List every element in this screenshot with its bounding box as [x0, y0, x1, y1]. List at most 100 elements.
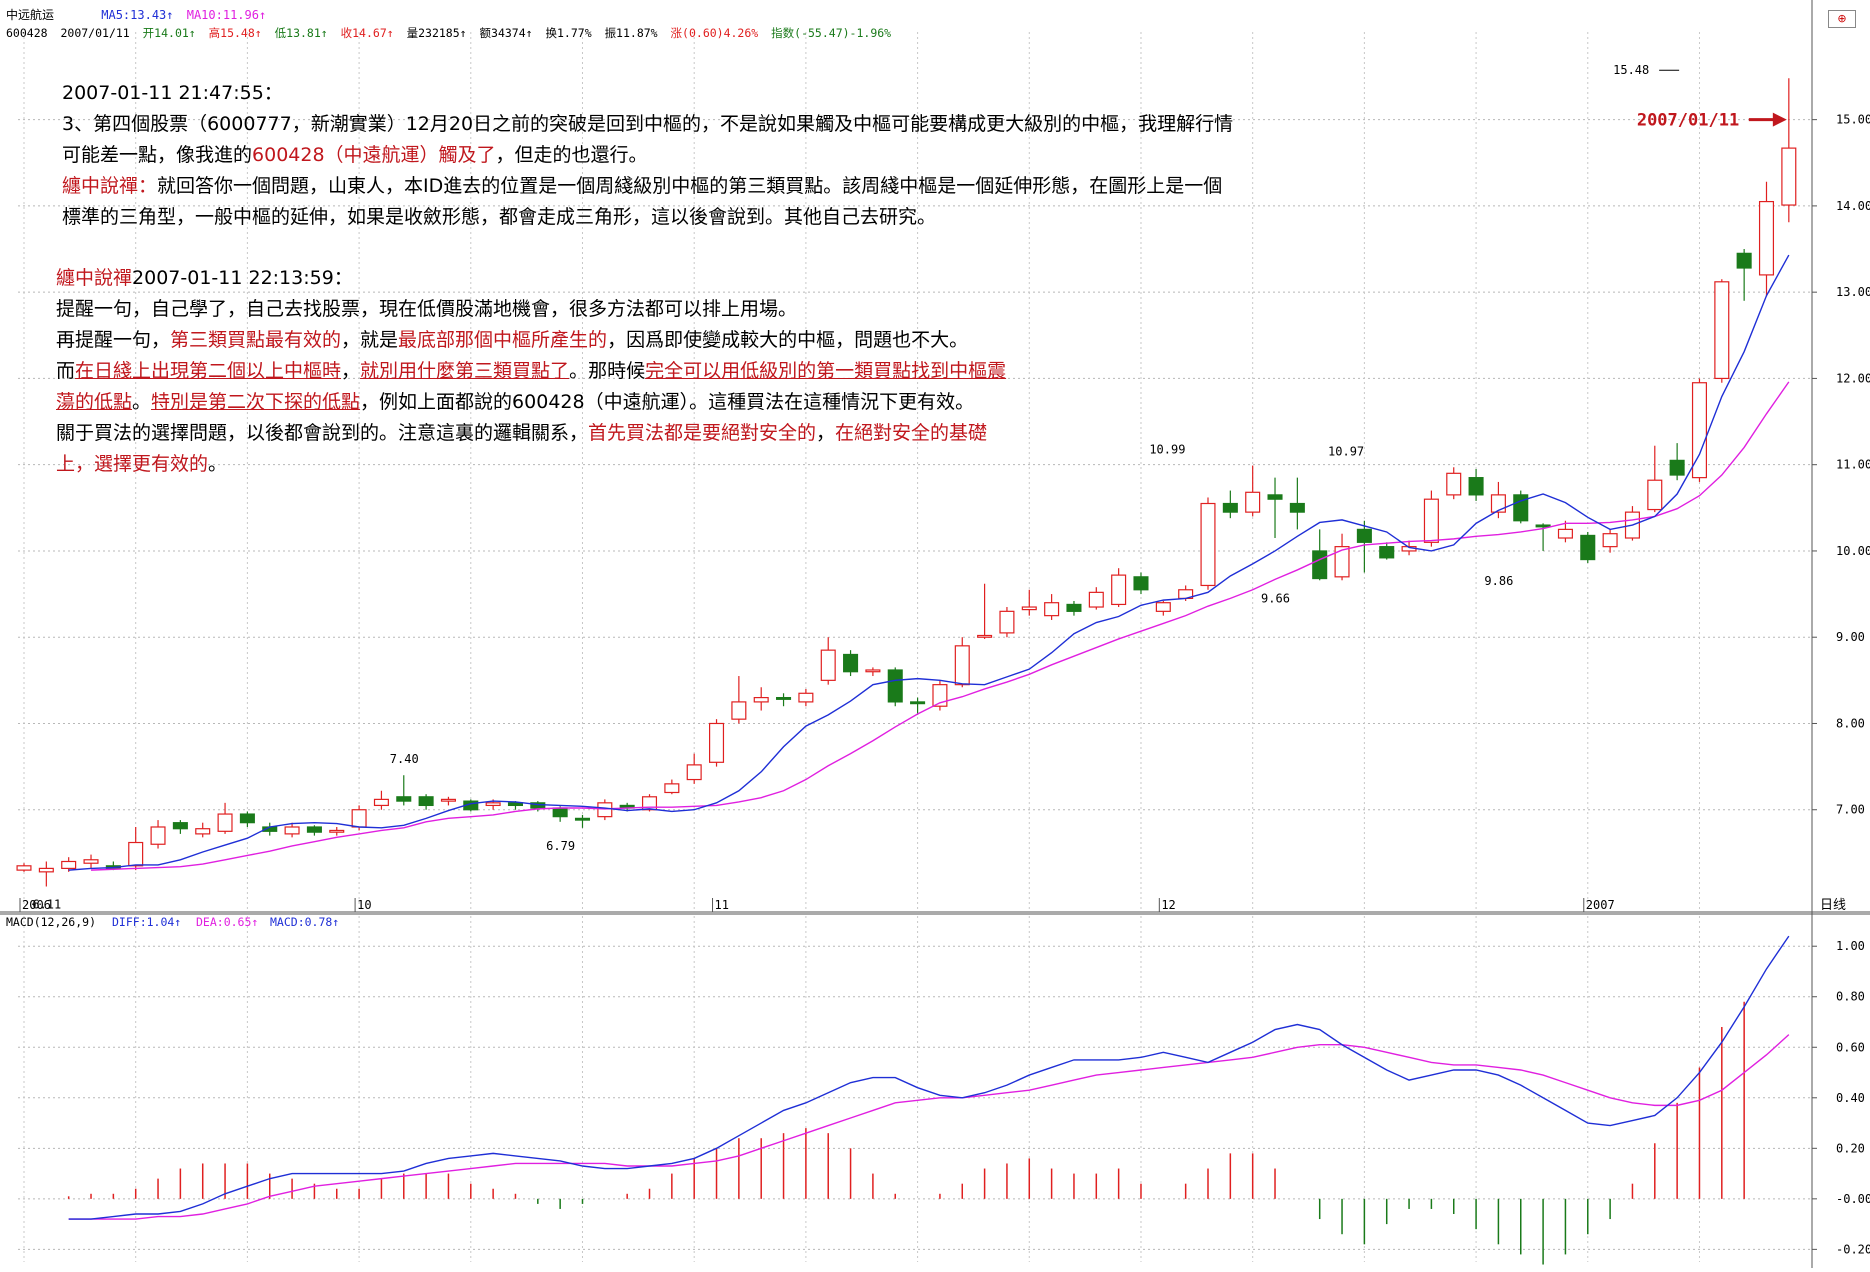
value-label: 9.86 — [1484, 574, 1513, 588]
candle — [1423, 490, 1439, 547]
stock-name[interactable]: 中远航运 — [6, 8, 55, 22]
month-label: 10 — [357, 898, 371, 912]
candle — [239, 811, 255, 827]
candle — [910, 697, 926, 715]
candle-body — [1423, 498, 1439, 543]
candle-body — [1111, 574, 1127, 606]
candle — [128, 826, 144, 871]
candle-body — [239, 813, 255, 824]
candle-body — [306, 826, 322, 833]
candle — [1200, 497, 1216, 590]
annotation-text: 2007-01-11 21:47:55： 3、第四個股票（6000777，新潮實… — [56, 78, 1402, 480]
price-layer — [16, 78, 1797, 887]
candle-body — [329, 829, 345, 833]
date-arrow-head — [1772, 112, 1787, 127]
period-label: 日线 — [1820, 898, 1846, 913]
candle-body — [910, 701, 926, 705]
candle — [61, 857, 77, 872]
candle — [1602, 529, 1618, 553]
candle-body — [1669, 459, 1685, 476]
window-toggle-icon[interactable]: ⊕ — [1828, 10, 1856, 28]
candle-body — [843, 653, 859, 673]
annotation-para-1: 3、第四個股票（6000777，新潮實業）12月20日之前的突破是回到中樞的，不… — [62, 113, 1234, 135]
candle-body — [731, 701, 747, 720]
diff-line — [68, 935, 1790, 1220]
candle-body — [1133, 576, 1149, 591]
candle-body — [83, 859, 99, 864]
candle — [1781, 78, 1797, 223]
candle — [753, 687, 769, 711]
candle-body — [709, 722, 725, 763]
candle — [1736, 249, 1752, 301]
candle — [731, 676, 747, 724]
indicator-header: 中远航运 MA5:13.43↑ MA10:11.96↑ — [6, 6, 272, 23]
month-label: 11 — [715, 898, 729, 912]
candle — [1557, 520, 1573, 543]
candle-body — [776, 696, 792, 700]
candle-body — [1647, 479, 1663, 511]
candle — [798, 688, 814, 707]
candle — [38, 861, 54, 887]
annotation-timestamp-2: 纏中說禪2007-01-11 22:13:59： — [56, 267, 353, 289]
candle — [1044, 594, 1060, 620]
candle-body — [150, 826, 166, 845]
candle — [843, 650, 859, 677]
annotation-line-6: 上，選擇更有效的。 — [56, 453, 228, 475]
candle-body — [1758, 200, 1775, 276]
candle — [1468, 469, 1484, 501]
candle-body — [887, 669, 903, 703]
candle — [396, 775, 412, 806]
open-value: 开14.01↑ — [142, 26, 196, 40]
candle-body — [396, 796, 412, 802]
candle-body — [351, 809, 367, 828]
candle-body — [195, 828, 211, 835]
candle — [1111, 568, 1127, 608]
candle-body — [284, 826, 300, 835]
candle — [865, 667, 881, 677]
candle-body — [1356, 528, 1372, 543]
price-tick-label: 11.00 — [1836, 458, 1870, 472]
candle-body — [38, 867, 54, 873]
candle — [1155, 600, 1171, 616]
candle-body — [61, 860, 77, 869]
candle-body — [1066, 603, 1082, 612]
value-label: 7.40 — [390, 752, 419, 766]
month-label: 2007 — [1586, 898, 1615, 912]
candle — [217, 802, 233, 834]
candle — [418, 794, 434, 810]
month-label: 12 — [1161, 898, 1175, 912]
annotation-line-4: 蕩的低點。特別是第二次下探的低點，例如上面都說的600428（中遠航運）。這種買… — [56, 391, 975, 413]
candle-body — [1602, 533, 1618, 548]
candle-body — [865, 669, 881, 673]
price-tick-label: 9.00 — [1836, 630, 1865, 644]
candle — [597, 799, 613, 821]
candle — [999, 607, 1015, 638]
annotation-line-5: 關于買法的選擇問題，以後都會說到的。注意這裏的邏輯關系，首先買法都是要絕對安全的… — [56, 422, 988, 444]
ma5-label: MA5:13.43↑ — [101, 8, 174, 22]
index-value: 指数(-55.47)-1.96% — [771, 26, 892, 40]
candle — [1334, 533, 1350, 581]
turnover-value: 换1.77% — [545, 26, 592, 40]
candle — [1691, 378, 1707, 482]
candle — [1021, 589, 1037, 616]
price-tick-label: 14.00 — [1836, 199, 1870, 213]
high-value: 高15.48↑ — [208, 26, 262, 40]
macd-value-label: MACD:0.78↑ — [270, 915, 339, 929]
candle — [195, 822, 211, 838]
candle-body — [1155, 602, 1171, 612]
value-label: 6.79 — [546, 839, 575, 853]
stock-code: 600428 — [6, 26, 48, 40]
macd-tick-label: 0.80 — [1836, 990, 1865, 1004]
candle — [1379, 542, 1395, 560]
amount-value: 额34374↑ — [479, 26, 533, 40]
candle — [1267, 477, 1283, 539]
candle-body — [16, 865, 32, 871]
date-arrow-label: 2007/01/11 — [1637, 111, 1739, 131]
price-tick-label: 10.00 — [1836, 544, 1870, 558]
candle-body — [932, 684, 948, 707]
price-tick-label: 15.00 — [1836, 113, 1870, 127]
change-value: 涨(0.60)4.26% — [670, 26, 759, 40]
annotation-line-1: 提醒一句，自己學了，自己去找股票，現在低價股滿地機會，很多方法都可以排上用場。 — [56, 298, 798, 320]
